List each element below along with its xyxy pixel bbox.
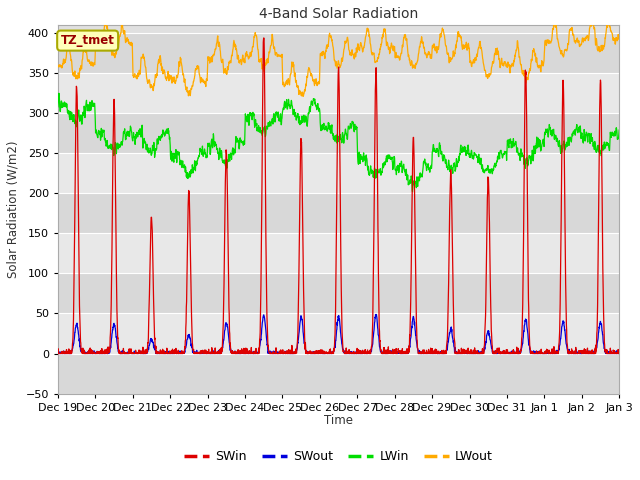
- Bar: [58, 313, 619, 354]
- Legend: SWin, SWout, LWin, LWout: SWin, SWout, LWin, LWout: [179, 445, 498, 468]
- Bar: [58, 73, 619, 113]
- Text: TZ_tmet: TZ_tmet: [61, 34, 115, 47]
- Bar: [58, 274, 619, 313]
- Title: 4-Band Solar Radiation: 4-Band Solar Radiation: [259, 7, 418, 21]
- Bar: [58, 193, 619, 233]
- Bar: [58, 33, 619, 73]
- Bar: [58, 233, 619, 274]
- Bar: [58, 153, 619, 193]
- Bar: [58, 113, 619, 153]
- Bar: [58, 354, 619, 394]
- X-axis label: Time: Time: [324, 414, 353, 427]
- Y-axis label: Solar Radiation (W/m2): Solar Radiation (W/m2): [7, 141, 20, 278]
